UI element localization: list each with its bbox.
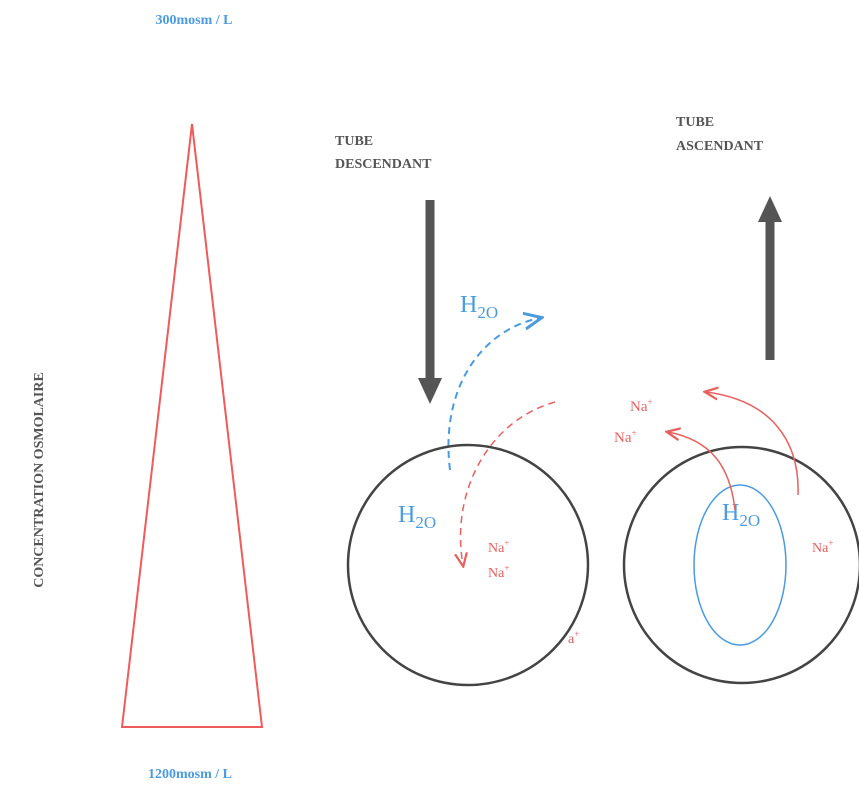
ion-sup: + bbox=[828, 538, 833, 548]
water-label: H2O bbox=[722, 500, 760, 530]
ion-label: Na+ bbox=[812, 538, 833, 556]
ion-label: Na+ bbox=[488, 563, 509, 581]
tube-label: TUBE bbox=[335, 134, 373, 149]
ion-base: Na bbox=[488, 566, 505, 581]
ion-sup: + bbox=[648, 397, 653, 407]
tube-label: ASCENDANT bbox=[676, 139, 764, 154]
water-sub: 2O bbox=[415, 513, 436, 532]
tube-label: DESCENDANT bbox=[335, 157, 432, 172]
ion-base: Na bbox=[812, 541, 829, 556]
top-label: 300mosm / L bbox=[156, 13, 233, 28]
sodium-flow bbox=[668, 432, 735, 510]
ion-sup: + bbox=[504, 538, 509, 548]
axis-label: CONCENTRATION OSMOLAIRE bbox=[32, 372, 47, 588]
water-zone bbox=[694, 485, 786, 645]
water-base: H bbox=[398, 502, 415, 528]
tube-section bbox=[348, 445, 588, 685]
ion-base: Na bbox=[488, 541, 505, 556]
tube-section bbox=[624, 447, 859, 683]
ion-sup: + bbox=[574, 629, 579, 639]
water-base: H bbox=[460, 292, 477, 318]
water-base: H bbox=[722, 500, 739, 526]
ion-base: Na bbox=[630, 399, 648, 415]
diagram: 300mosm / L 1200mosm / L CONCENTRATION O… bbox=[0, 0, 859, 789]
ion-label: Na+ bbox=[614, 428, 637, 446]
sodium-flow bbox=[706, 392, 798, 495]
water-sub: 2O bbox=[477, 303, 498, 322]
gradient-triangle bbox=[122, 124, 262, 727]
down-arrow-head bbox=[418, 378, 442, 404]
up-arrow-head bbox=[758, 196, 782, 222]
ion-base: Na bbox=[614, 430, 632, 446]
tube-label: TUBE bbox=[676, 115, 714, 130]
ion-label: Na+ bbox=[488, 538, 509, 556]
ion-sup: + bbox=[632, 428, 637, 438]
ion-label: Na+ bbox=[630, 397, 653, 415]
bottom-label: 1200mosm / L bbox=[148, 767, 232, 782]
water-sub: 2O bbox=[739, 511, 760, 530]
ion-label: a+ bbox=[568, 629, 579, 647]
water-label: H2O bbox=[398, 502, 436, 532]
ion-sup: + bbox=[504, 563, 509, 573]
water-label: H2O bbox=[460, 292, 498, 322]
